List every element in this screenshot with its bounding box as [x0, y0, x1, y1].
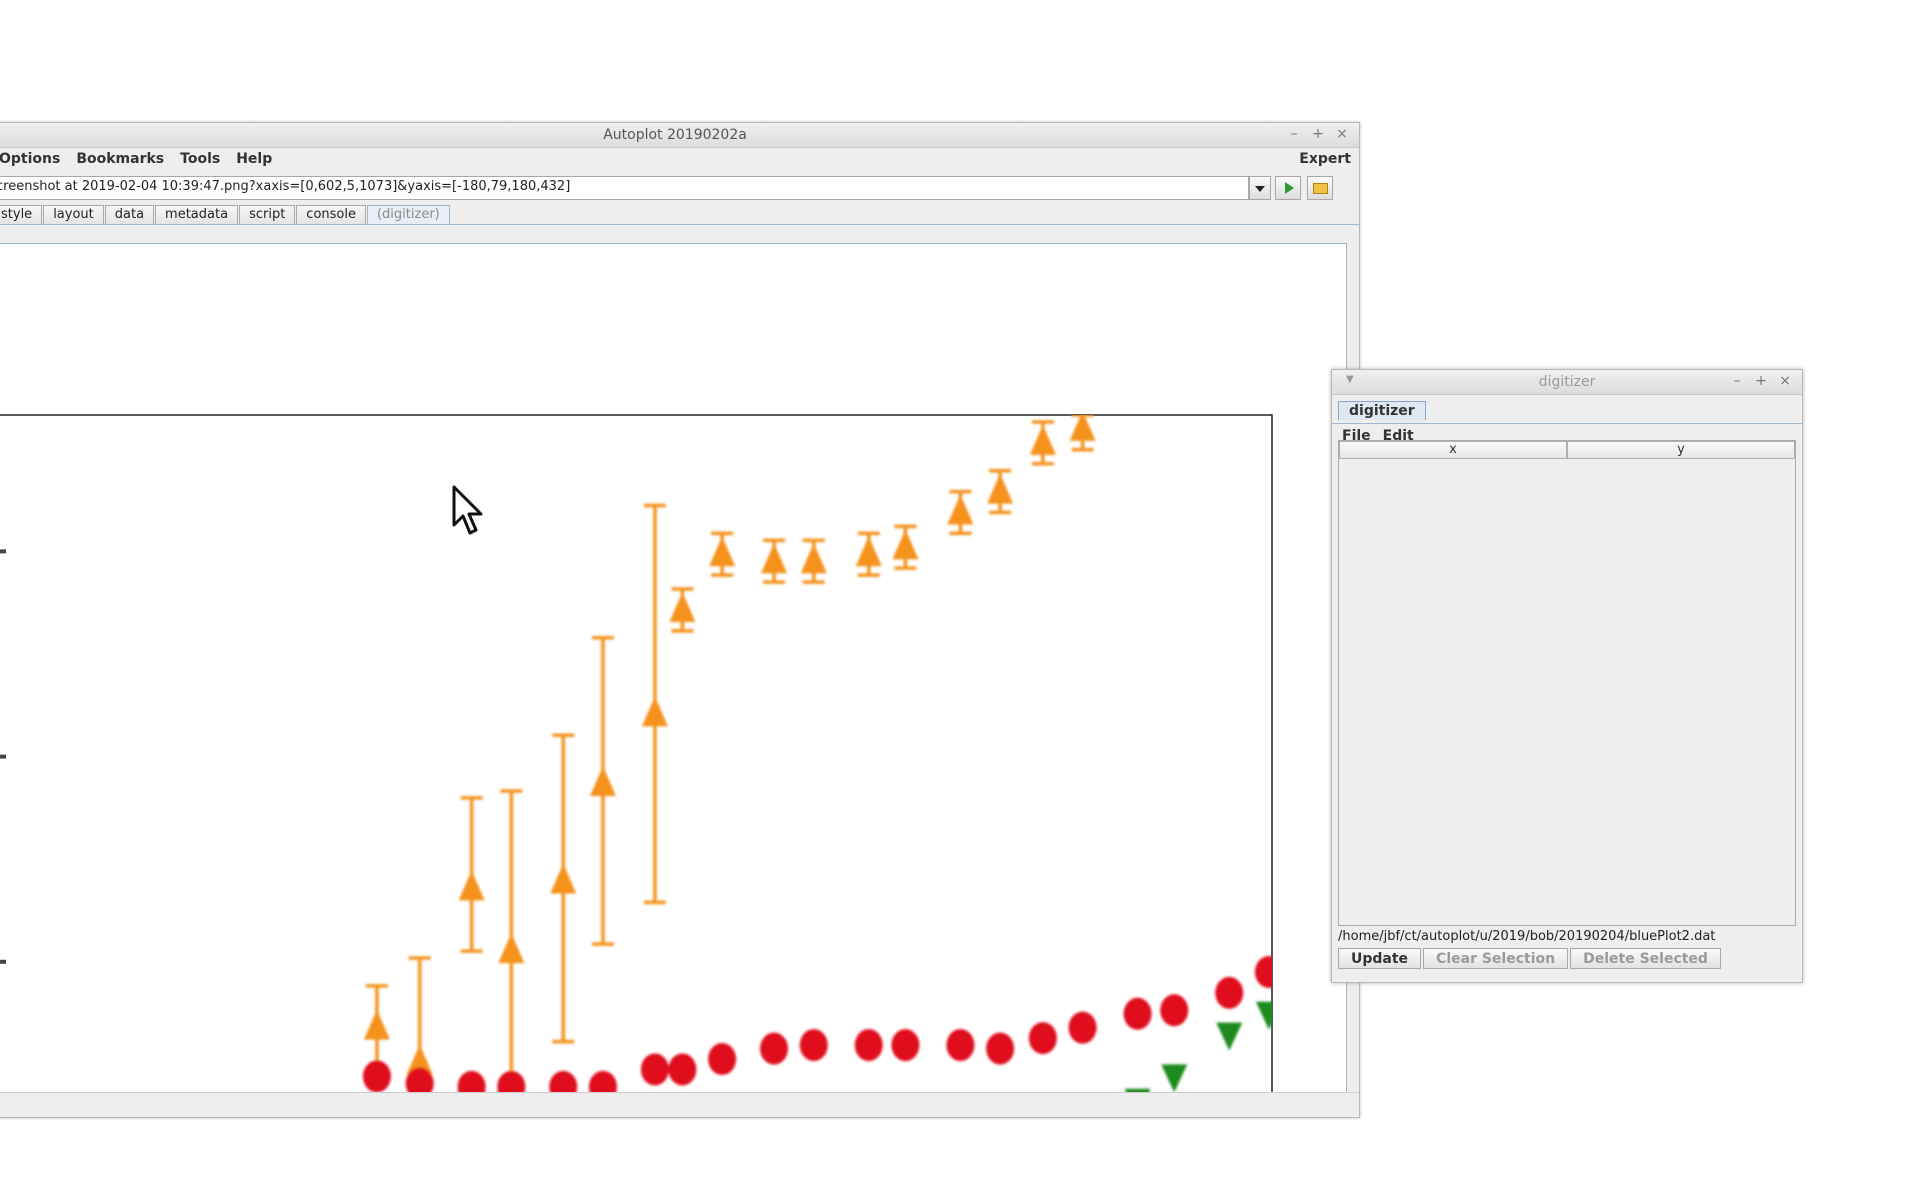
data-point-triangle	[406, 1044, 433, 1075]
update-button[interactable]: Update	[1338, 948, 1422, 969]
column-header-y[interactable]: y	[1567, 441, 1795, 459]
tab-layout[interactable]: layout	[43, 205, 104, 224]
folder-icon[interactable]	[1307, 176, 1333, 200]
main-titlebar[interactable]: Autoplot 20190202a – + ×	[0, 123, 1359, 148]
delete-selected-button[interactable]: Delete Selected	[1570, 948, 1721, 969]
tab-digitizer[interactable]: (digitizer)	[366, 205, 450, 224]
data-point-circle	[799, 1029, 828, 1062]
digitizer-title: digitizer	[1538, 374, 1596, 390]
data-point-triangle-down	[1255, 1001, 1272, 1030]
digitizer-tab-bar: digitizer	[1332, 395, 1802, 424]
data-point-triangle	[498, 933, 525, 964]
column-header-x[interactable]: x	[1339, 441, 1567, 459]
chevron-down-icon[interactable]	[1249, 176, 1271, 200]
data-point-circle	[760, 1032, 789, 1065]
window-title: Autoplot 20190202a	[603, 127, 747, 143]
data-point-circle	[497, 1070, 526, 1094]
data-point-circle	[405, 1067, 434, 1094]
data-point-triangle	[363, 1009, 390, 1040]
data-point-circle	[708, 1043, 737, 1076]
data-point-triangle	[669, 591, 696, 622]
data-point-circle	[1028, 1022, 1057, 1055]
data-point-circle	[668, 1053, 697, 1086]
data-point-triangle-down	[1161, 1064, 1188, 1093]
minimize-button[interactable]: –	[1290, 126, 1298, 142]
data-point-triangle	[1029, 424, 1056, 455]
data-point-triangle	[589, 766, 616, 796]
menu-options[interactable]: Options	[0, 151, 61, 167]
menu-expert[interactable]: Expert	[1299, 151, 1351, 167]
data-point-triangle	[550, 863, 577, 894]
close-button[interactable]: ×	[1336, 126, 1348, 142]
scatter-plot[interactable]: 0.51.01.52.02.53.03.5	[0, 244, 1346, 1094]
digitizer-maximize-button[interactable]: +	[1755, 373, 1767, 389]
data-point-triangle	[641, 696, 668, 727]
data-point-circle	[588, 1070, 617, 1094]
autoplot-window: Autoplot 20190202a – + × Options Bookmar…	[0, 122, 1360, 1118]
data-point-triangle	[761, 543, 788, 574]
data-point-circle	[457, 1070, 486, 1094]
data-point-circle	[549, 1070, 578, 1094]
data-point-circle	[1160, 994, 1189, 1027]
menu-bookmarks[interactable]: Bookmarks	[76, 151, 165, 167]
data-point-circle	[1068, 1011, 1097, 1044]
tab-digitizer-panel[interactable]: digitizer	[1338, 401, 1426, 420]
status-bar	[0, 1092, 1359, 1117]
data-point-triangle	[800, 543, 827, 574]
points-table[interactable]: x y	[1338, 440, 1796, 926]
uri-toolbar: creenshot at 2019-02-04 10:39:47.png?xax…	[0, 170, 1359, 204]
maximize-button[interactable]: +	[1312, 126, 1324, 142]
data-point-triangle	[947, 494, 974, 525]
data-point-circle	[640, 1053, 669, 1086]
data-point-circle	[946, 1029, 975, 1062]
tab-bar: style layout data metadata script consol…	[0, 204, 1359, 225]
collapse-icon[interactable]: ▼	[1346, 374, 1354, 385]
digitizer-window: ▼ digitizer – + × digitizer File Edit x …	[1331, 369, 1803, 983]
data-point-circle	[1254, 955, 1272, 988]
uri-input[interactable]: creenshot at 2019-02-04 10:39:47.png?xax…	[0, 176, 1249, 200]
file-path-label: /home/jbf/ct/autoplot/u/2019/bob/2019020…	[1338, 929, 1716, 944]
plot-canvas[interactable]: 0.51.01.52.02.53.03.5	[0, 243, 1347, 1095]
data-point-circle	[854, 1029, 883, 1062]
tab-console[interactable]: console	[296, 205, 366, 224]
data-point-triangle	[709, 536, 736, 567]
mouse-pointer-icon	[452, 485, 483, 535]
play-icon[interactable]	[1275, 176, 1301, 200]
data-point-circle	[1215, 976, 1244, 1009]
data-point-triangle	[458, 870, 485, 901]
data-point-circle	[986, 1032, 1015, 1065]
data-point-circle	[1123, 997, 1152, 1030]
tab-data[interactable]: data	[104, 205, 155, 224]
digitizer-titlebar[interactable]: ▼ digitizer – + ×	[1332, 370, 1802, 395]
main-menubar: Options Bookmarks Tools Help Expert	[0, 148, 1359, 170]
tab-script[interactable]: script	[239, 205, 296, 224]
clear-selection-button[interactable]: Clear Selection	[1423, 948, 1569, 969]
plot-frame	[0, 414, 1273, 1094]
data-point-circle	[891, 1029, 920, 1062]
menu-help[interactable]: Help	[236, 151, 273, 167]
data-point-triangle-down	[1216, 1022, 1243, 1051]
digitizer-minimize-button[interactable]: –	[1733, 373, 1741, 389]
data-point-triangle	[1069, 415, 1096, 441]
tab-style[interactable]: style	[0, 205, 43, 224]
digitizer-close-button[interactable]: ×	[1779, 373, 1791, 389]
tab-metadata[interactable]: metadata	[155, 205, 239, 224]
data-point-triangle	[892, 529, 919, 560]
data-point-triangle	[987, 473, 1014, 504]
data-point-circle	[362, 1060, 391, 1093]
data-point-triangle	[855, 536, 882, 567]
menu-tools[interactable]: Tools	[180, 151, 221, 167]
